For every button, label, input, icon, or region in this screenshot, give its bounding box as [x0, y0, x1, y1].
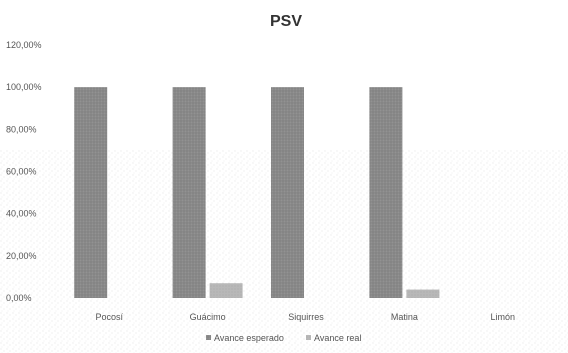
x-category-label: Pocosí	[95, 312, 123, 322]
y-axis: 0,00% 20,00% 40,00% 60,00% 80,00% 100,00% 120,…	[6, 40, 42, 303]
legend-label: Avance real	[314, 333, 361, 343]
x-axis: Pocosí Guácimo Siquirres Matina Limón	[95, 312, 515, 322]
bar-avance-esperado	[369, 87, 403, 299]
chart-title: PSV	[270, 13, 302, 30]
x-category-label: Matina	[391, 312, 418, 322]
x-category-label: Limón	[491, 312, 516, 322]
y-tick-label: 0,00%	[6, 293, 32, 303]
bar-avance-real	[209, 283, 243, 298]
bar-avance-esperado	[271, 87, 304, 299]
y-tick-label: 40,00%	[6, 209, 37, 219]
legend-label: Avance esperado	[214, 333, 284, 343]
legend-swatch	[306, 335, 311, 340]
y-tick-label: 20,00%	[6, 251, 37, 261]
legend: Avance esperado Avance real	[206, 333, 361, 343]
bars-group	[74, 87, 440, 299]
legend-swatch	[206, 335, 211, 340]
y-tick-label: 80,00%	[6, 124, 37, 134]
y-tick-label: 100,00%	[6, 82, 42, 92]
bar-avance-real	[406, 289, 440, 298]
x-category-label: Siquirres	[288, 312, 324, 322]
bar-avance-esperado	[74, 87, 108, 299]
bar-avance-esperado	[172, 87, 206, 299]
y-tick-label: 120,00%	[6, 40, 42, 50]
x-category-label: Guácimo	[190, 312, 226, 322]
y-tick-label: 60,00%	[6, 167, 37, 177]
